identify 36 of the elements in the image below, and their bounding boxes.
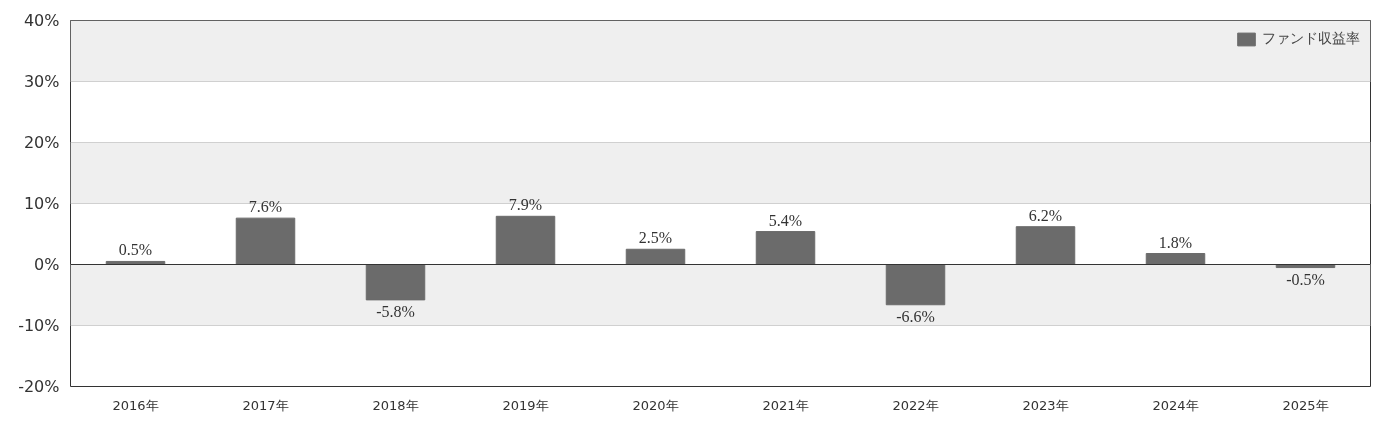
x-tick-label: 2016年 [112, 397, 159, 413]
x-tick-label: 2024年 [1152, 397, 1199, 413]
x-tick-label: 2023年 [1022, 397, 1069, 413]
y-tick-label: 0% [34, 255, 60, 274]
bar [625, 248, 686, 265]
data-label: 7.6% [248, 198, 283, 216]
bar [495, 215, 556, 265]
legend-label: ファンド収益率 [1262, 30, 1360, 48]
bar [1145, 253, 1206, 265]
data-label: 7.9% [508, 196, 543, 214]
y-tick-label: 20% [23, 133, 60, 152]
y-tick-label: 30% [23, 72, 60, 91]
bar [235, 217, 296, 265]
x-tick-label: 2021年 [762, 397, 809, 413]
data-label: 5.4% [768, 211, 803, 229]
x-tick-label: 2022年 [892, 397, 939, 413]
y-tick-label: 40% [23, 11, 60, 30]
bar [365, 264, 426, 301]
data-label: -0.5% [1286, 270, 1325, 288]
x-tick-label: 2018年 [372, 397, 419, 413]
data-label: 0.5% [118, 241, 153, 259]
bar [1015, 226, 1076, 265]
x-tick-label: 2020年 [632, 397, 679, 413]
y-tick-label: -10% [18, 316, 60, 335]
y-tick-label: 10% [23, 194, 60, 213]
data-label: 2.5% [638, 229, 673, 247]
bar [755, 231, 816, 265]
x-tick-label: 2019年 [502, 397, 549, 413]
x-tick-label: 2025年 [1282, 397, 1329, 413]
x-tick-label: 2017年 [242, 397, 289, 413]
data-label: -6.6% [896, 307, 935, 325]
y-tick-label: -20% [18, 377, 60, 396]
bar [885, 264, 946, 306]
data-label: -5.8% [376, 302, 415, 320]
data-label: 1.8% [1158, 233, 1193, 251]
data-label: 6.2% [1028, 206, 1063, 224]
